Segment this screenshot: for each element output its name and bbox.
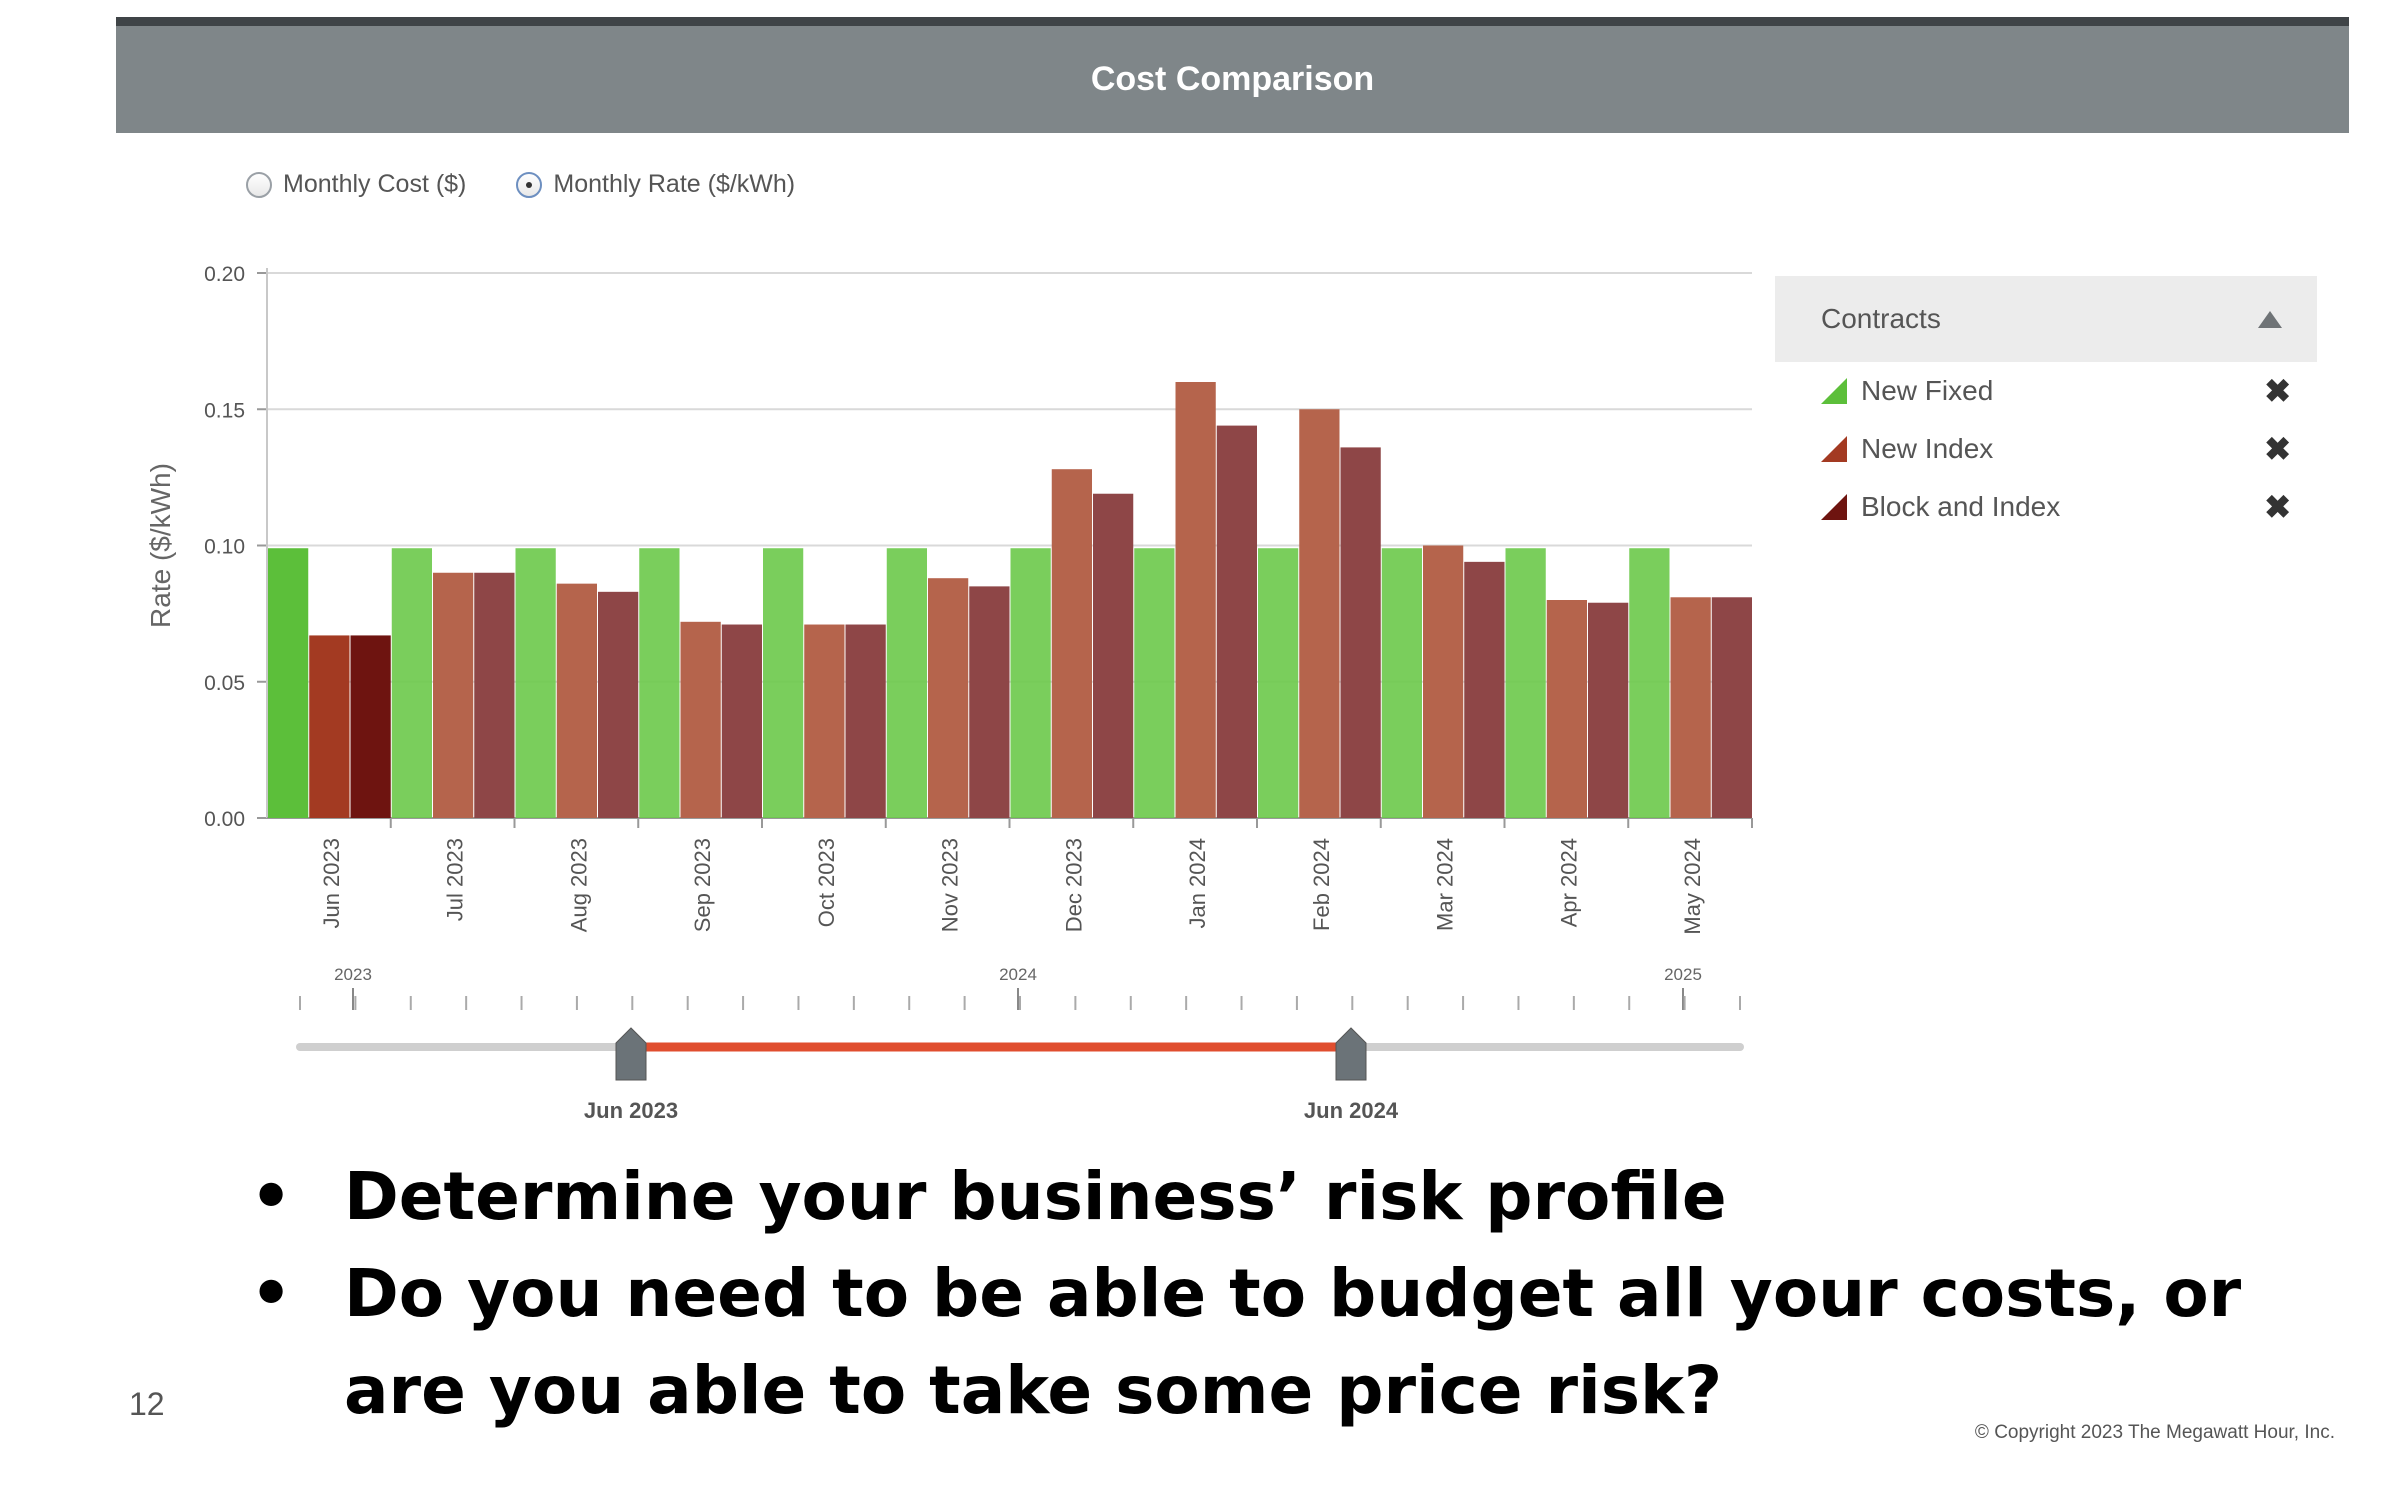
x-tick-label: Apr 2024 xyxy=(1556,838,1581,927)
page-number: 12 xyxy=(129,1386,165,1422)
bar-new-index xyxy=(1423,545,1464,818)
y-axis-label: Rate ($/kWh) xyxy=(145,463,176,628)
collapse-triangle-icon[interactable] xyxy=(2258,310,2282,328)
bar-block-and-index xyxy=(721,624,762,818)
bullet-dot-icon: • xyxy=(250,1255,293,1332)
bar-new-fixed xyxy=(1505,548,1546,818)
bar-new-fixed xyxy=(515,548,556,818)
chart-title: Cost Comparison xyxy=(1090,60,1375,98)
bar-new-index xyxy=(1670,597,1711,818)
contracts-legend: Contracts New Fixed ✖ New Index ✖ Block … xyxy=(1775,276,2317,536)
new-fixed-swatch-icon xyxy=(1821,378,1847,404)
y-tick-label: 0.20 xyxy=(204,263,245,286)
slide-bullets: • Determine your business’ risk profile … xyxy=(250,1148,2330,1439)
bar-new-fixed xyxy=(268,548,309,818)
bar-new-fixed xyxy=(1629,548,1670,818)
bar-new-index xyxy=(1051,469,1092,818)
range-start-label: Jun 2023 xyxy=(584,1098,678,1123)
navigator-year-label: 2025 xyxy=(1664,965,1702,984)
radio-monthly-cost-label: Monthly Cost ($) xyxy=(283,170,467,198)
navigator-year-label: 2023 xyxy=(334,965,372,984)
range-start-handle[interactable] xyxy=(615,1027,647,1081)
x-tick-label: Aug 2023 xyxy=(566,838,591,932)
rate-bar-chart: 0.00 0.05 0.10 0.15 0.20 Rate ($/kWh) Jun 2023… xyxy=(145,263,1753,1123)
navigator-year-label: 2024 xyxy=(999,965,1037,984)
bullet-text: Do you need to be able to budget all you… xyxy=(344,1255,2242,1429)
legend-header[interactable]: Contracts xyxy=(1775,276,2317,362)
bar-block-and-index xyxy=(1464,561,1505,818)
block-and-index-swatch-icon xyxy=(1821,494,1847,520)
x-tick-label: Jul 2023 xyxy=(443,838,468,921)
legend-item-block-and-index[interactable]: Block and Index ✖ xyxy=(1775,478,2317,536)
bullet-item: • Do you need to be able to budget all y… xyxy=(250,1245,2330,1439)
x-tick-label: May 2024 xyxy=(1680,838,1705,935)
chart-header: Cost Comparison xyxy=(116,26,2349,133)
x-tick-label: Oct 2023 xyxy=(814,838,839,927)
bullet-dot-icon: • xyxy=(250,1158,293,1235)
y-tick-label: 0.15 xyxy=(204,399,245,422)
x-tick-label: Mar 2024 xyxy=(1433,838,1458,931)
bar-new-index xyxy=(928,578,969,818)
remove-x-icon[interactable]: ✖ xyxy=(2264,489,2291,525)
bar-block-and-index xyxy=(1711,597,1752,818)
x-tick-label: Feb 2024 xyxy=(1309,838,1334,931)
bar-block-and-index xyxy=(1216,425,1257,818)
bar-new-fixed xyxy=(1381,548,1422,818)
copyright-notice: © Copyright 2023 The Megawatt Hour, Inc. xyxy=(1974,1422,2335,1443)
bullet-text: Determine your business’ risk profile xyxy=(344,1158,1727,1235)
bar-block-and-index xyxy=(969,586,1010,818)
bar-block-and-index xyxy=(1340,447,1381,818)
view-mode-radio-group: Monthly Cost ($) Monthly Rate ($/kWh) xyxy=(246,170,845,199)
bar-block-and-index xyxy=(598,591,639,818)
bar-new-index xyxy=(433,572,474,818)
y-tick-label: 0.00 xyxy=(204,808,245,831)
bar-new-index xyxy=(680,621,721,818)
bar-new-fixed xyxy=(391,548,432,818)
legend-item-new-fixed[interactable]: New Fixed ✖ xyxy=(1775,362,2317,420)
x-tick-label: Dec 2023 xyxy=(1061,838,1086,932)
legend-item-label: Block and Index xyxy=(1861,491,2061,522)
legend-item-new-index[interactable]: New Index ✖ xyxy=(1775,420,2317,478)
x-tick-label: Nov 2023 xyxy=(938,838,963,932)
radio-unselected-icon[interactable] xyxy=(246,171,272,198)
radio-monthly-rate-label: Monthly Rate ($/kWh) xyxy=(553,170,796,198)
x-tick-label: Sep 2023 xyxy=(690,838,715,932)
radio-monthly-rate[interactable]: Monthly Rate ($/kWh) xyxy=(516,170,795,199)
bar-block-and-index xyxy=(474,572,515,818)
legend-title: Contracts xyxy=(1821,303,1941,334)
bar-new-fixed xyxy=(1134,548,1175,818)
bar-new-index xyxy=(1175,382,1216,818)
range-end-label: Jun 2024 xyxy=(1304,1098,1399,1123)
y-tick-label: 0.10 xyxy=(204,536,245,559)
bar-block-and-index xyxy=(350,635,391,818)
bar-new-index xyxy=(804,624,845,818)
bar-new-fixed xyxy=(886,548,927,818)
bar-new-fixed xyxy=(639,548,680,818)
legend-item-label: New Index xyxy=(1861,433,1994,464)
bar-new-fixed xyxy=(1010,548,1051,818)
range-end-handle[interactable] xyxy=(1335,1027,1367,1081)
bar-new-fixed xyxy=(763,548,804,818)
bar-block-and-index xyxy=(845,624,886,818)
bar-new-fixed xyxy=(1258,548,1299,818)
y-tick-label: 0.05 xyxy=(204,672,245,695)
x-tick-label: Jun 2023 xyxy=(319,838,344,929)
bar-new-index xyxy=(1299,409,1340,818)
radio-monthly-cost[interactable]: Monthly Cost ($) xyxy=(246,170,466,199)
legend-item-label: New Fixed xyxy=(1861,375,1994,406)
bar-new-index xyxy=(1546,600,1587,818)
x-tick-label: Jan 2024 xyxy=(1185,838,1210,929)
bar-new-index xyxy=(309,635,350,818)
bullet-item: • Determine your business’ risk profile xyxy=(250,1148,2330,1245)
radio-selected-icon[interactable] xyxy=(516,171,543,198)
bar-block-and-index xyxy=(1093,493,1134,818)
remove-x-icon[interactable]: ✖ xyxy=(2264,431,2291,467)
bar-new-index xyxy=(556,583,597,818)
header-top-border xyxy=(116,17,2349,26)
remove-x-icon[interactable]: ✖ xyxy=(2264,373,2291,409)
new-index-swatch-icon xyxy=(1821,436,1847,462)
bar-block-and-index xyxy=(1588,602,1629,818)
